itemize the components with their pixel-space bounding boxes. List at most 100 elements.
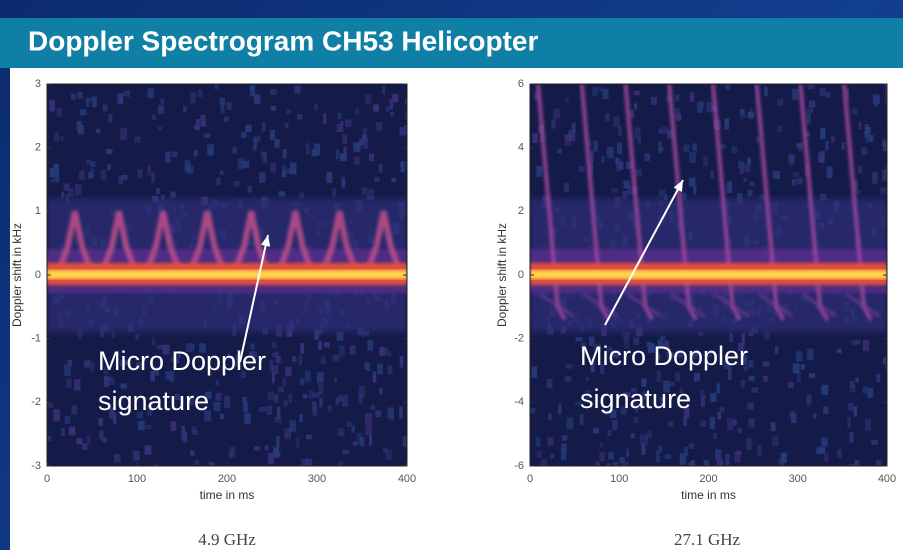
noise bbox=[612, 419, 618, 431]
noise bbox=[47, 403, 55, 408]
noise bbox=[618, 125, 622, 136]
trace bbox=[184, 210, 230, 283]
noise bbox=[679, 387, 684, 394]
noise bbox=[216, 380, 220, 386]
noise bbox=[405, 98, 407, 105]
noise bbox=[262, 152, 268, 164]
noise bbox=[155, 188, 161, 195]
noise bbox=[885, 364, 887, 371]
noise bbox=[806, 348, 814, 361]
noise bbox=[282, 164, 286, 171]
arrow-head bbox=[261, 235, 271, 247]
x-tick-label: 300 bbox=[789, 473, 807, 485]
noise bbox=[853, 406, 857, 417]
noise bbox=[546, 379, 553, 389]
noise bbox=[825, 140, 829, 151]
noise bbox=[688, 177, 696, 187]
noise bbox=[743, 365, 748, 372]
slide-title: Doppler Spectrogram CH53 Helicopter bbox=[28, 25, 538, 56]
noise bbox=[650, 96, 658, 105]
noise bbox=[738, 343, 744, 351]
noise bbox=[181, 425, 186, 434]
y-tick-label: -2 bbox=[514, 333, 524, 345]
noise bbox=[849, 386, 856, 392]
noise bbox=[80, 109, 87, 116]
noise bbox=[714, 449, 722, 461]
noise bbox=[619, 457, 626, 464]
noise bbox=[590, 361, 595, 373]
noise bbox=[818, 152, 822, 163]
noise bbox=[92, 96, 97, 108]
annotation: signature bbox=[98, 386, 209, 416]
noise bbox=[134, 136, 141, 143]
noise bbox=[358, 138, 365, 146]
noise bbox=[137, 169, 143, 179]
noise bbox=[135, 334, 139, 340]
noise bbox=[289, 162, 297, 175]
noise bbox=[855, 377, 860, 383]
y-tick-label: 2 bbox=[35, 142, 41, 154]
noise bbox=[314, 104, 318, 111]
noise bbox=[302, 394, 308, 399]
noise bbox=[193, 150, 198, 157]
x-axis-label: time in ms bbox=[681, 488, 736, 502]
noise bbox=[342, 394, 349, 407]
noise bbox=[282, 378, 287, 387]
noise bbox=[606, 146, 614, 159]
y-tick-label: 0 bbox=[518, 269, 524, 281]
noise bbox=[601, 155, 605, 163]
noise bbox=[825, 92, 831, 98]
trace-faint bbox=[713, 292, 750, 318]
noise bbox=[733, 419, 737, 425]
noise bbox=[816, 447, 820, 455]
noise bbox=[644, 434, 648, 446]
noise bbox=[367, 195, 374, 201]
noise bbox=[245, 124, 252, 133]
noise bbox=[286, 109, 292, 115]
noise bbox=[63, 183, 70, 191]
noise bbox=[204, 410, 212, 421]
noise bbox=[791, 179, 796, 186]
noise bbox=[738, 161, 745, 168]
noise bbox=[379, 387, 383, 395]
noise bbox=[364, 362, 369, 370]
noise bbox=[748, 375, 755, 381]
noise bbox=[312, 392, 320, 398]
noise bbox=[272, 342, 277, 349]
trace-faint bbox=[626, 292, 663, 318]
noise bbox=[297, 114, 303, 120]
noise bbox=[536, 165, 543, 178]
noise bbox=[841, 142, 845, 150]
noise bbox=[367, 188, 374, 199]
noise bbox=[624, 337, 630, 350]
noise bbox=[676, 350, 683, 358]
noise bbox=[272, 352, 279, 358]
noise bbox=[328, 405, 332, 412]
noise bbox=[872, 171, 878, 184]
noise bbox=[68, 188, 74, 197]
noise bbox=[719, 144, 726, 149]
noise bbox=[780, 452, 788, 463]
noise bbox=[342, 449, 349, 455]
noise bbox=[67, 359, 73, 367]
noise bbox=[336, 331, 344, 341]
noise bbox=[792, 172, 799, 178]
noise bbox=[806, 394, 812, 404]
noise bbox=[747, 157, 752, 164]
noise bbox=[184, 159, 191, 172]
noise bbox=[271, 372, 275, 384]
noise bbox=[284, 428, 292, 440]
noise bbox=[337, 112, 342, 119]
noise bbox=[885, 165, 887, 175]
noise bbox=[756, 136, 760, 143]
noise bbox=[71, 93, 76, 100]
noise bbox=[213, 401, 221, 412]
y-tick-label: 0 bbox=[35, 269, 41, 281]
noise bbox=[123, 91, 127, 96]
noise bbox=[170, 421, 177, 432]
noise bbox=[311, 148, 319, 157]
noise bbox=[300, 343, 304, 354]
x-tick-label: 200 bbox=[218, 473, 236, 485]
noise bbox=[757, 445, 762, 457]
noise bbox=[602, 88, 609, 100]
